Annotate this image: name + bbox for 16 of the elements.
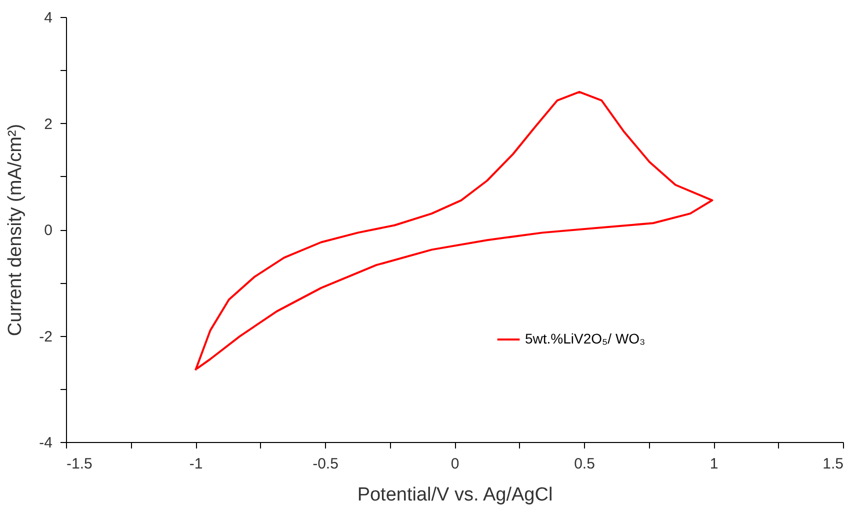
x-tick-label: 1: [710, 456, 718, 472]
x-tick-label: 0: [450, 456, 460, 472]
y-tick-label: 0: [44, 222, 52, 239]
y-tick-label: -4: [39, 434, 52, 452]
line-series: [194, 90, 714, 372]
y-axis-title: Current density (mA/cm²): [5, 124, 26, 336]
x-tick-label: -1.5: [66, 456, 92, 472]
x-tick-label: -0.5: [312, 456, 338, 472]
x-tick-label: 1.5: [822, 456, 844, 472]
x-tick-label: -1: [189, 456, 203, 472]
x-axis-title: Potential/V vs. Ag/AgCl: [357, 484, 553, 506]
y-tick-label: 4: [44, 10, 52, 26]
legend-label: 5wt.%LiV2O₅/ WO₃: [525, 330, 646, 346]
x-tick-label: 0.5: [574, 456, 595, 472]
y-tick-label: -2: [39, 328, 52, 346]
y-tick-label: 2: [44, 116, 52, 133]
